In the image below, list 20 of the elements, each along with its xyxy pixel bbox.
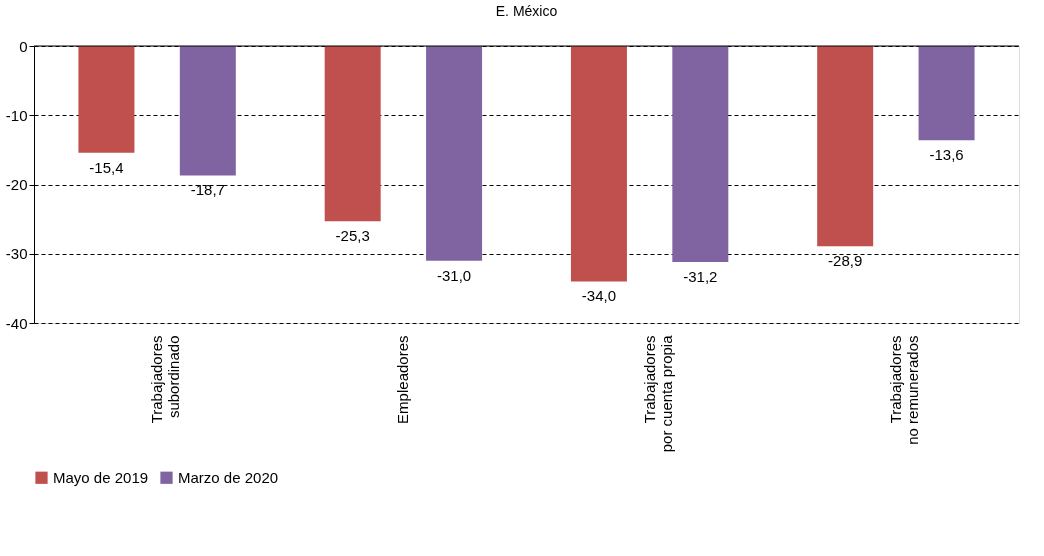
data-label: -31,2 [683,268,718,286]
data-label: -15,4 [89,158,124,176]
y-tick-label: -20 [5,176,28,193]
legend-label: Marzo de 2020 [178,468,279,486]
y-tick-label: -40 [5,314,28,332]
x-tick-label: Empleadores [394,335,412,424]
x-tick-label: Trabajadores no remunerados [886,335,921,445]
x-tick-label: Trabajadores subordinado [148,335,183,424]
y-tick-label: -10 [5,106,28,124]
data-label: -28,9 [828,252,863,270]
y-tick-label: 0 [19,37,28,55]
data-label: -34,0 [581,287,617,305]
chart-title: E. México [495,3,558,19]
data-label: -13,6 [929,146,964,164]
legend-label: Mayo de 2019 [53,468,149,486]
x-tick-label: Trabajadores por cuenta propia [640,334,675,453]
y-tick-label: -30 [5,245,28,263]
data-label: -25,3 [335,227,370,245]
data-label: -18,7 [190,181,225,199]
data-label: -31,0 [436,266,472,284]
